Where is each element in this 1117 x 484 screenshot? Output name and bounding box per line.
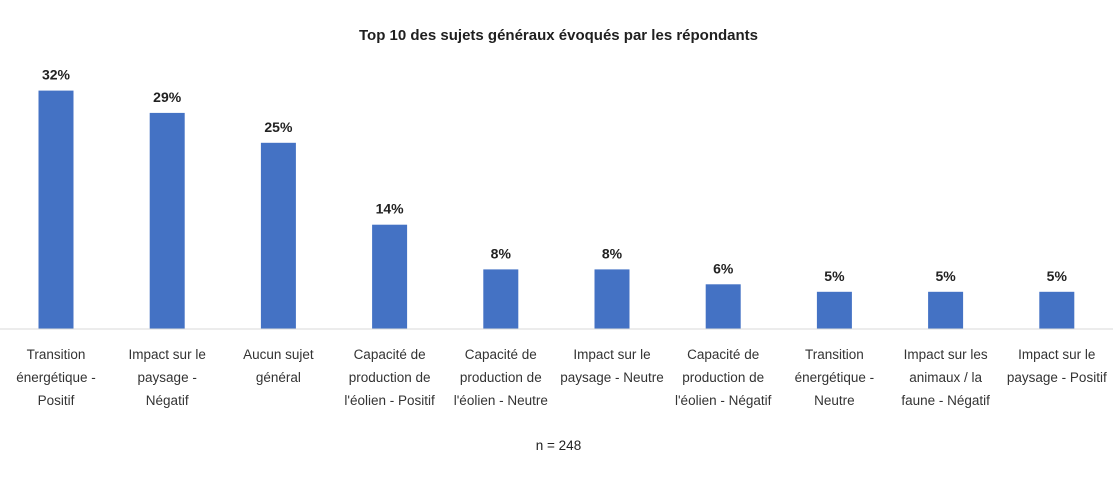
category-label-line: Aucun sujet xyxy=(243,347,314,362)
value-label-3: 25% xyxy=(264,119,293,135)
category-label-2: Impact sur le paysage - Négatif xyxy=(113,343,221,412)
value-label-5: 8% xyxy=(491,245,512,261)
category-label-line: Négatif xyxy=(145,393,189,408)
category-label-5: Capacité de production de l'éolien - Neutr… xyxy=(447,343,555,412)
value-label-6: 8% xyxy=(602,245,623,261)
category-label-line: Transition xyxy=(805,347,864,362)
bar-6 xyxy=(594,269,630,329)
category-label-line: production de xyxy=(348,370,431,385)
bar-8 xyxy=(816,291,852,330)
category-label-line: Capacité de xyxy=(464,347,537,362)
category-label-line: animaux / la xyxy=(909,370,982,385)
value-label-7: 6% xyxy=(713,260,734,276)
category-label-line: paysage - Neutre xyxy=(560,370,664,385)
category-label-line: l'éolien - Positif xyxy=(344,393,435,408)
bar-4 xyxy=(372,224,408,329)
category-label-line: Impact sur le xyxy=(573,347,651,362)
bar-7 xyxy=(705,284,741,329)
bar-1 xyxy=(38,90,74,329)
category-label-4: Capacité de production de l'éolien - Posit… xyxy=(336,343,444,412)
bar-10 xyxy=(1039,291,1075,330)
category-label-6: Impact sur le paysage - Neutre xyxy=(558,343,666,389)
value-label-10: 5% xyxy=(1047,268,1068,284)
category-label-line: Transition xyxy=(26,347,86,362)
value-label-2: 29% xyxy=(153,89,182,105)
category-label-line: Impact sur les xyxy=(903,347,988,362)
bar-3 xyxy=(260,142,296,330)
category-label-line: énergétique - xyxy=(794,370,875,385)
chart-title: Top 10 des sujets généraux évoqués par l… xyxy=(358,27,759,44)
category-label-line: général xyxy=(255,370,301,385)
category-label-line: Positif xyxy=(37,393,75,408)
category-label-3: Aucun sujet général xyxy=(224,343,332,389)
category-label-line: Capacité de xyxy=(687,347,760,362)
category-label-7: Capacité de production de l'éolien - Négat… xyxy=(669,343,777,412)
category-label-line: paysage - xyxy=(137,370,197,385)
category-label-1: Transition énergétique - Positif xyxy=(2,343,110,412)
category-label-line: l'éolien - Neutre xyxy=(453,393,548,408)
category-label-8: Transition énergétique - Neutre xyxy=(780,343,888,412)
bar-2 xyxy=(149,112,185,330)
category-label-9: Impact sur les animaux / la faune - Négati… xyxy=(892,343,1000,412)
category-label-line: production de xyxy=(459,370,542,385)
value-label-9: 5% xyxy=(935,268,956,284)
bar-9 xyxy=(928,291,964,330)
category-label-line: paysage - Positif xyxy=(1006,370,1107,385)
category-label-line: énergétique - xyxy=(16,370,96,385)
category-label-line: Impact sur le xyxy=(128,347,206,362)
category-label-line: production de xyxy=(682,370,765,385)
bar-5 xyxy=(483,269,519,329)
value-label-8: 5% xyxy=(824,268,845,284)
category-label-line: Impact sur le xyxy=(1018,347,1096,362)
sample-size-note: n = 248 xyxy=(535,438,582,453)
category-label-line: faune - Négatif xyxy=(901,393,990,408)
category-label-line: Capacité de xyxy=(353,347,426,362)
category-label-line: Neutre xyxy=(814,393,855,408)
value-label-1: 32% xyxy=(42,67,71,83)
category-label-line: l'éolien - Négatif xyxy=(674,393,772,408)
value-label-4: 14% xyxy=(376,201,405,217)
category-label-10: Impact sur le paysage - Positif xyxy=(1003,343,1111,389)
